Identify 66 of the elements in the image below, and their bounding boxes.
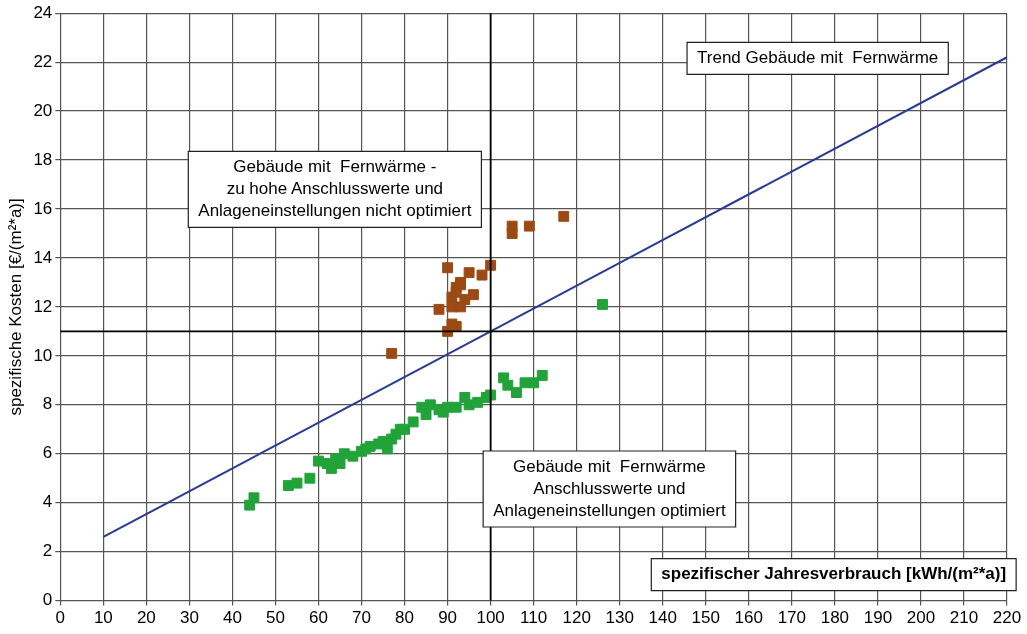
x-tick-label: 200: [906, 608, 936, 628]
point: [420, 409, 432, 421]
point: [558, 210, 570, 222]
series-label: Trend Gebäude mit Fernwärme: [697, 48, 939, 68]
point: [386, 347, 398, 359]
point: [313, 455, 324, 467]
y-tick-label: 16: [33, 198, 53, 218]
y-tick-label: 22: [33, 51, 53, 71]
text: Gebäude mit Fernwärme - zu hohe Anschlusswerte und Anlageneinstellungen nicht optimiert: [198, 157, 472, 221]
point: [506, 220, 518, 232]
x-tick-label: 210: [949, 608, 979, 628]
point: [536, 369, 548, 381]
x-tick-label: 120: [562, 608, 591, 628]
point: [455, 301, 466, 313]
x-tick-label: 0: [55, 608, 66, 628]
x-tick-label: 160: [734, 608, 763, 628]
point: [528, 377, 540, 389]
y-tick-label: 4: [42, 492, 53, 512]
x-axis-title: spezifischer Jahresverbrauch [kWh/(m²*a)]: [661, 564, 1007, 584]
x-tick-label: 170: [777, 608, 807, 628]
x-tick-label: 100: [476, 608, 505, 628]
y-tick-label: 8: [42, 394, 53, 414]
point: [450, 401, 462, 413]
point: [442, 262, 454, 274]
text: Gebäude mit Fernwärme Anschlusswerte und Anlageneinstellungen optimiert: [493, 456, 726, 520]
point: [304, 472, 316, 484]
x-tick-label: 140: [648, 608, 677, 628]
x-tick-label: 10: [93, 608, 113, 628]
y-tick-label: 10: [33, 345, 53, 365]
point: [381, 443, 393, 455]
y-axis-title: spezifische Kosten [€/(m²*a)]: [5, 198, 25, 416]
x-tick-label: 40: [222, 608, 242, 628]
point: [467, 289, 479, 301]
x-tick-label: 180: [820, 608, 850, 628]
y-tick-label: 6: [42, 443, 53, 463]
point: [399, 423, 411, 435]
x-tick-label: 150: [691, 608, 720, 628]
point: [407, 416, 419, 428]
x-tick-label: 190: [863, 608, 893, 628]
x-tick-label: 80: [395, 608, 415, 628]
y-tick-label: 24: [33, 2, 53, 22]
y-tick-label: 12: [33, 296, 53, 316]
x-tick-label: 110: [520, 608, 548, 628]
point: [510, 387, 522, 399]
point: [597, 299, 608, 310]
x-tick-label: 70: [352, 608, 371, 628]
x-tick-label: 60: [309, 608, 328, 628]
point: [433, 303, 445, 315]
x-tick-label: 90: [438, 608, 458, 628]
point: [502, 379, 514, 391]
x-tick-label: 20: [136, 608, 156, 628]
y-tick-label: 14: [33, 247, 53, 267]
x-tick-label: 30: [179, 608, 199, 628]
point: [523, 220, 535, 232]
point: [248, 492, 260, 504]
point: [463, 267, 475, 279]
point: [450, 286, 462, 298]
point: [291, 477, 303, 489]
point: [476, 269, 488, 281]
x-tick-label: 220: [992, 608, 1022, 628]
y-tick-label: 20: [33, 100, 53, 120]
y-tick-label: 0: [42, 590, 53, 610]
y-tick-label: 18: [33, 149, 53, 169]
y-tick-label: 2: [42, 541, 53, 561]
x-tick-label: 50: [266, 608, 285, 628]
x-tick-label: 130: [605, 608, 634, 628]
